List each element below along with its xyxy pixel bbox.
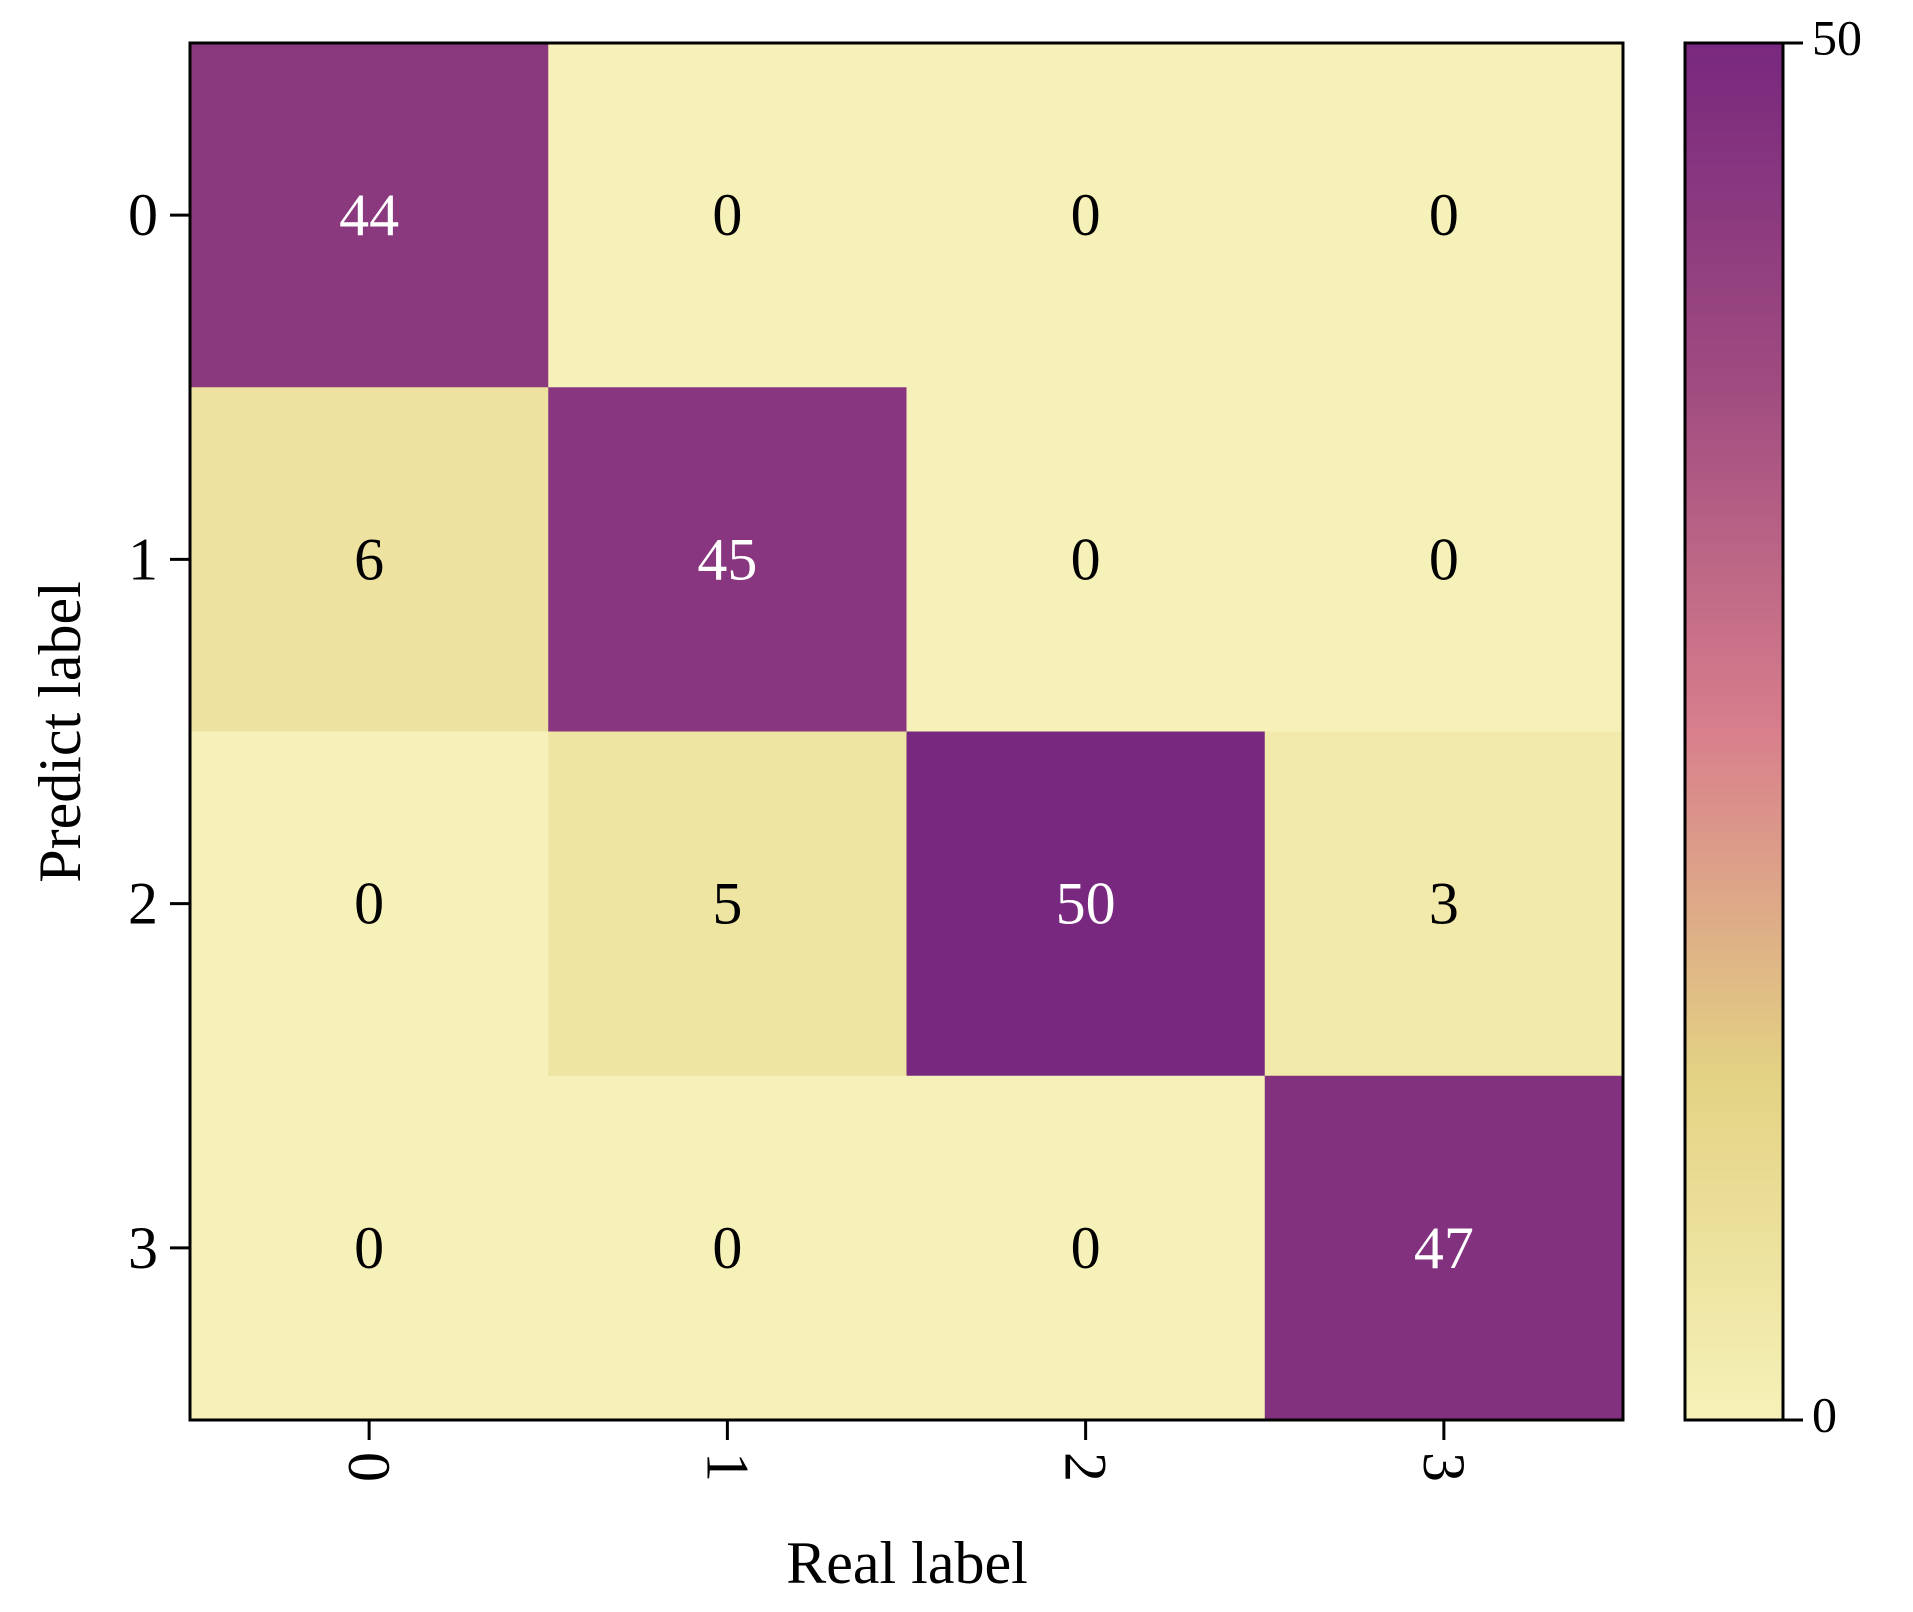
heatmap-cell-value: 0 — [1429, 526, 1459, 592]
colorbar-frame — [1683, 41, 1785, 1422]
heatmap-cell-value: 0 — [1071, 526, 1101, 592]
heatmap-cell — [1264, 1075, 1624, 1421]
x-tick-label: 0 — [336, 1452, 402, 1482]
heatmap-cell — [906, 731, 1266, 1077]
colorbar-gradient — [1685, 43, 1783, 1420]
heatmap-cells — [190, 43, 1624, 1421]
colorbar: 50 0 — [1683, 9, 1862, 1442]
y-axis-label: Predict label — [27, 581, 93, 883]
heatmap-cell — [906, 43, 1266, 388]
heatmap-cell-value: 6 — [354, 526, 384, 592]
heatmap-cell-value: 3 — [1429, 871, 1459, 937]
heatmap-cell-value: 50 — [1056, 871, 1116, 937]
heatmap-cell-value: 0 — [354, 1215, 384, 1281]
x-tick-label: 3 — [1411, 1452, 1477, 1482]
x-tick-label: 1 — [694, 1452, 760, 1482]
heatmap-cell-value: 45 — [697, 526, 757, 592]
heatmap-cell-value: 0 — [712, 182, 742, 248]
heatmap-cell — [548, 43, 907, 388]
heatmap-cell-value: 0 — [1071, 182, 1101, 248]
y-tick-label: 1 — [128, 526, 158, 592]
heatmap-cell — [548, 1075, 907, 1421]
heatmap-cell-value: 5 — [712, 871, 742, 937]
heatmap-cell — [1264, 387, 1624, 732]
heatmap-cell-value: 44 — [339, 182, 399, 248]
heatmap-cell-value: 0 — [1071, 1215, 1101, 1281]
heatmap-cell — [548, 387, 907, 732]
colorbar-tick-label-min: 0 — [1812, 1386, 1837, 1442]
heatmap-cell-value: 0 — [712, 1215, 742, 1281]
heatmap-cell — [1264, 43, 1624, 388]
y-tick-label: 2 — [128, 871, 158, 937]
y-axis-ticks: 0 1 2 3 — [128, 182, 190, 1281]
x-axis-ticks: 0 1 2 3 — [336, 1420, 1477, 1482]
x-axis-label: Real label — [786, 1530, 1028, 1596]
y-tick-label: 0 — [128, 182, 158, 248]
heatmap-cell — [190, 387, 549, 732]
heatmap-cell — [906, 1075, 1266, 1421]
heatmap-cell-value: 0 — [354, 871, 384, 937]
y-tick-label: 3 — [128, 1215, 158, 1281]
heatmap-cell — [548, 731, 907, 1077]
heatmap-cell — [1264, 731, 1624, 1077]
heatmap-cell-labels: 44 0 0 0 6 45 0 0 0 5 50 3 0 0 0 47 — [339, 182, 1474, 1281]
colorbar-tick-label-max: 50 — [1812, 9, 1862, 65]
heatmap-cell-value: 47 — [1414, 1215, 1474, 1281]
heatmap-cell — [190, 731, 549, 1077]
heatmap-cell — [190, 43, 549, 388]
heatmap-cell-value: 0 — [1429, 182, 1459, 248]
heatmap-cell — [906, 387, 1266, 732]
x-tick-label: 2 — [1053, 1452, 1119, 1482]
heatmap-cell — [190, 1075, 549, 1421]
plot-frame — [188, 41, 1625, 1422]
